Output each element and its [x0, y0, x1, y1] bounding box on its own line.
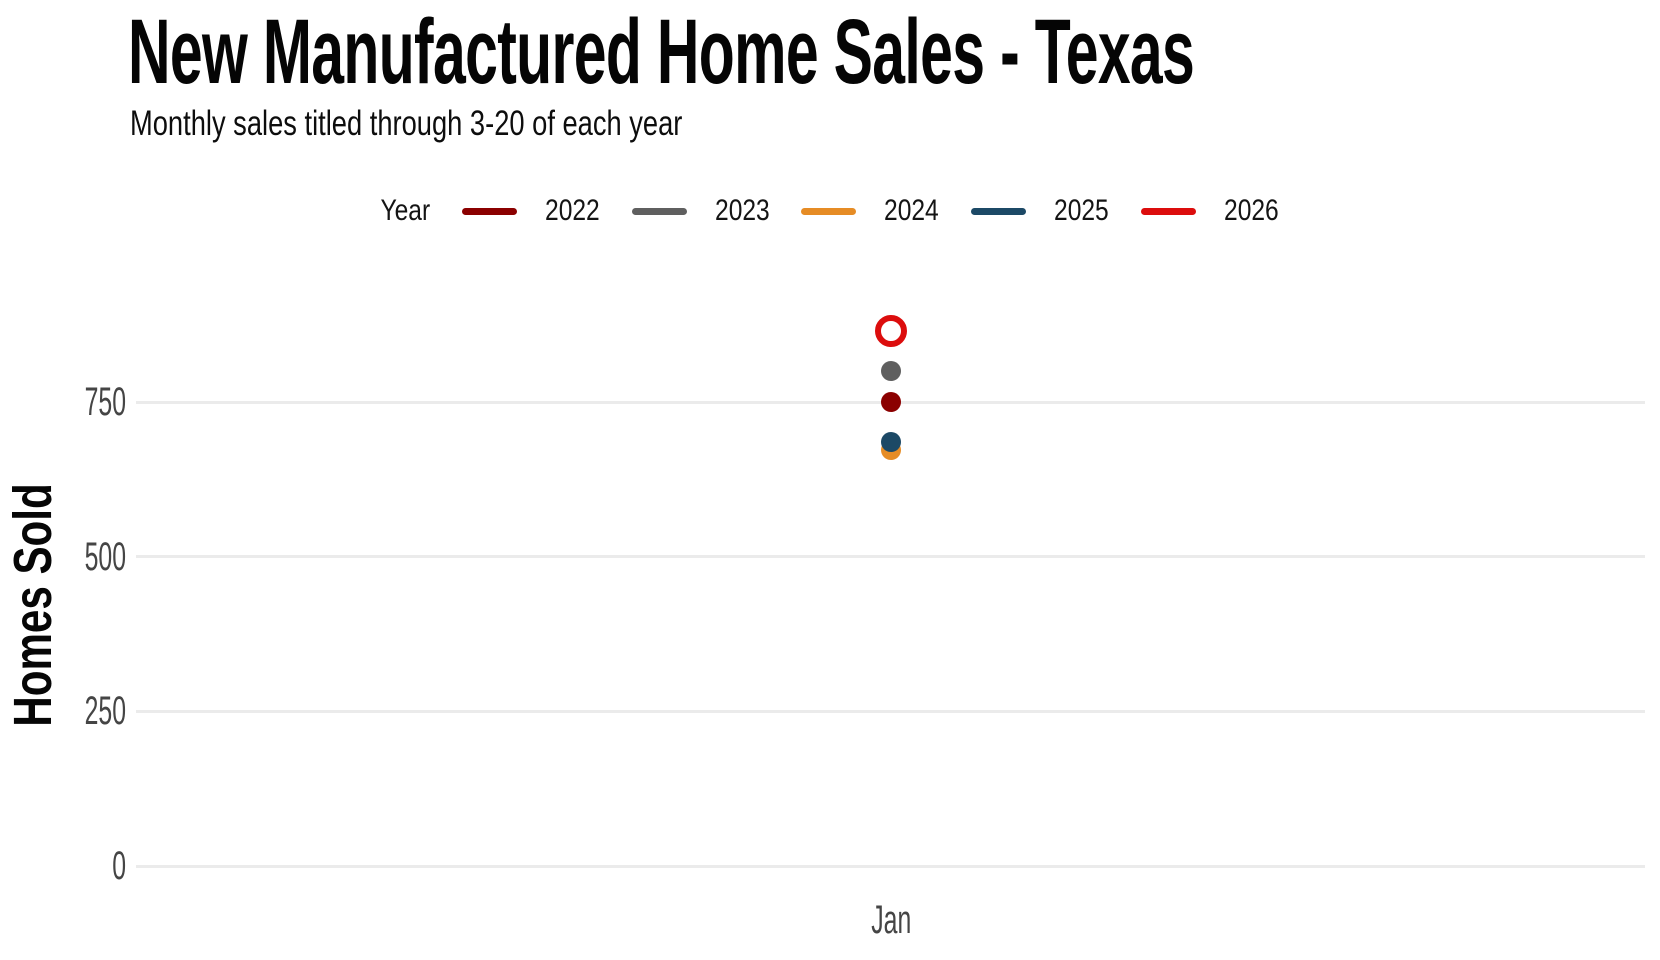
legend-label-2023: 2023 — [714, 194, 770, 227]
data-point-2023 — [881, 361, 901, 382]
legend-swatch-2026 — [1140, 207, 1196, 215]
chart-title: New Manufactured Home Sales - Texas — [128, 1, 1195, 103]
legend-swatch-2023 — [631, 207, 687, 215]
legend-swatch-2022 — [461, 207, 517, 215]
data-point-2025 — [881, 432, 901, 453]
chart-subtitle: Monthly sales titled through 3-20 of eac… — [130, 104, 683, 143]
legend-label-2022: 2022 — [544, 194, 600, 227]
data-point-2026 — [875, 314, 907, 347]
data-point-2022 — [881, 392, 901, 412]
y-tick-label-500: 500 — [84, 534, 126, 579]
gridline-0 — [136, 864, 1645, 868]
y-tick-label-750: 750 — [84, 380, 126, 424]
legend-label-2025: 2025 — [1054, 194, 1109, 227]
legend-title: Year — [380, 194, 431, 227]
legend-label-2026: 2026 — [1223, 194, 1279, 227]
y-tick-label-250: 250 — [84, 689, 126, 734]
legend-item-2026: 2026 — [1140, 194, 1285, 228]
legend-item-2023: 2023 — [631, 194, 776, 228]
legend-swatch-2024 — [801, 207, 857, 215]
legend-item-2024: 2024 — [801, 194, 945, 228]
legend: Year 2022 2023 2024 2025 2026 — [0, 190, 1660, 232]
gridline-500 — [136, 555, 1645, 559]
y-tick-label-0: 0 — [112, 844, 126, 888]
legend-item-2025: 2025 — [971, 194, 1115, 228]
legend-swatch-2025 — [971, 207, 1027, 215]
legend-item-2022: 2022 — [461, 194, 606, 228]
legend-label-2024: 2024 — [884, 194, 940, 227]
gridline-250 — [136, 709, 1645, 713]
